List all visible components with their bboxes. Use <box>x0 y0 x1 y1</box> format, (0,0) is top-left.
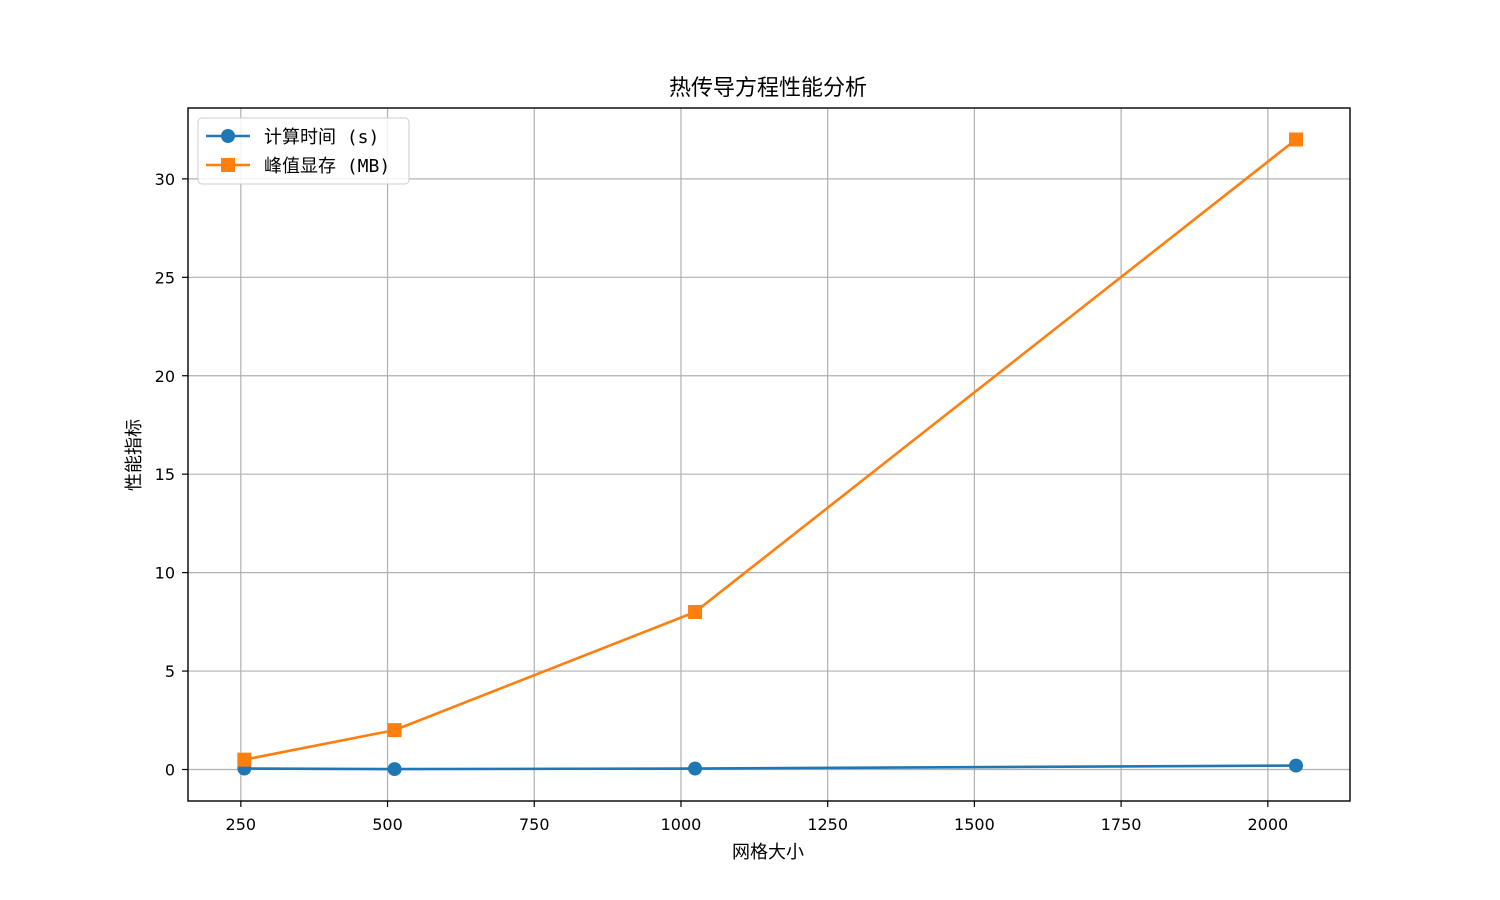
x-tick-label: 750 <box>519 815 550 834</box>
x-tick-label: 1250 <box>807 815 848 834</box>
y-tick-label: 5 <box>165 662 175 681</box>
peak-memory-point <box>1289 132 1304 147</box>
chart-title: 热传导方程性能分析 <box>669 76 867 101</box>
legend-marker-peak-memory <box>221 158 235 172</box>
ticks: 250 500 750 1000 1250 1500 1750 2000 0 5 10 15 20 25 3… <box>155 170 1289 834</box>
grid <box>188 108 1350 801</box>
legend-box <box>197 117 410 185</box>
legend-marker-compute-time <box>221 129 235 143</box>
peak-memory-series-line <box>244 138 1297 761</box>
y-tick-label: 20 <box>155 367 175 386</box>
axes-frame <box>187 107 1351 802</box>
y-tick-label: 15 <box>155 465 175 484</box>
compute-time-point <box>1289 758 1304 773</box>
compute-time-point <box>688 761 703 776</box>
legend: 计算时间 (s) 峰值显存 (MB) <box>197 117 410 185</box>
x-axis-label: 网格大小 <box>732 842 804 863</box>
x-tick-label: 500 <box>372 815 403 834</box>
peak-memory-point <box>237 752 252 767</box>
x-tick-label: 2000 <box>1247 815 1288 834</box>
x-tick-label: 250 <box>226 815 257 834</box>
y-tick-label: 30 <box>155 170 175 189</box>
y-tick-label: 0 <box>165 761 175 780</box>
x-tick-label: 1750 <box>1101 815 1142 834</box>
y-axis-label: 性能指标 <box>124 419 145 491</box>
x-tick-label: 1500 <box>954 815 995 834</box>
peak-memory-point <box>688 605 703 619</box>
legend-label-compute-time: 计算时间 (s) <box>264 127 379 148</box>
peak-memory-point <box>387 723 402 738</box>
x-tick-label: 1000 <box>661 815 702 834</box>
series-layer <box>237 132 1304 777</box>
legend-label-peak-memory: 峰值显存 (MB) <box>264 156 390 177</box>
y-tick-label: 25 <box>155 268 175 287</box>
compute-time-series-line <box>244 764 1297 771</box>
y-tick-label: 10 <box>155 564 175 583</box>
compute-time-point <box>387 762 402 777</box>
